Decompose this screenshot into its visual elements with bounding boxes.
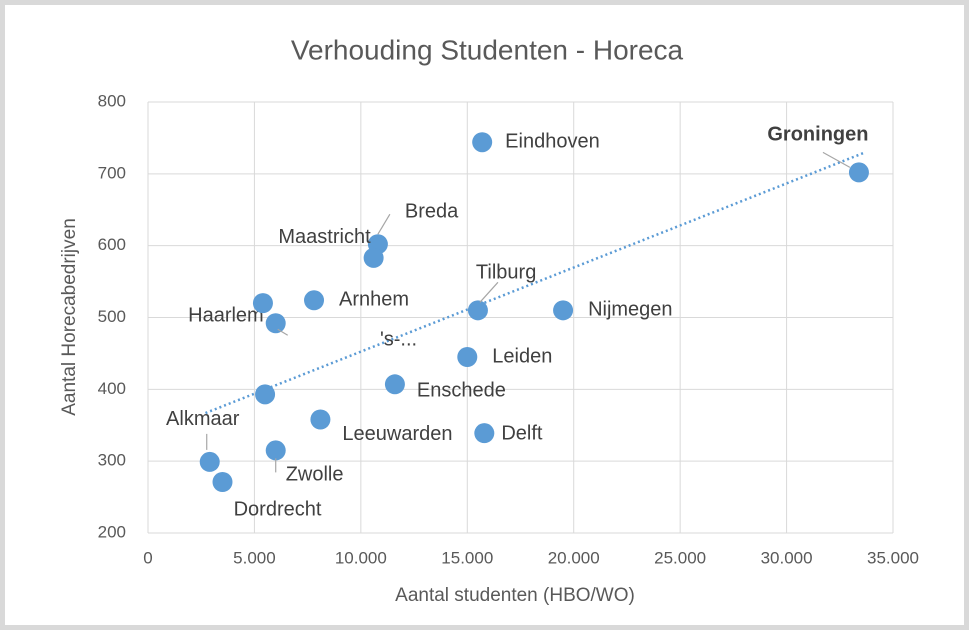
data-point [457,347,478,368]
x-tick-label: 25.000 [654,548,706,567]
point-label: Haarlem [188,305,264,327]
x-tick-label: 5.000 [233,548,276,567]
point-label: Groningen [767,124,868,146]
point-label: Arnhem [339,289,409,311]
data-point [363,247,384,268]
data-point [265,440,286,461]
point-label: Dordrecht [234,498,322,520]
leader-line [277,328,289,336]
leader-line [377,213,391,235]
x-tick-label: 30.000 [761,548,813,567]
y-tick-label: 800 [98,91,126,110]
point-label: Alkmaar [166,408,240,430]
x-tick-label: 10.000 [335,548,387,567]
y-tick-label: 500 [98,307,126,326]
data-point [553,300,574,321]
leader-line [479,281,499,303]
data-point [252,293,273,314]
y-tick-label: 200 [98,522,126,541]
point-label: Leiden [492,345,552,367]
point-label: Eindhoven [505,131,600,153]
x-tick-label: 20.000 [548,548,600,567]
data-point [199,451,220,472]
data-point [255,384,276,405]
y-tick-label: 300 [98,451,126,470]
leader-line [822,151,851,168]
point-label: Nijmegen [588,299,672,321]
data-point [304,290,325,311]
data-point [474,423,495,444]
data-point [310,409,331,430]
point-label: Delft [501,422,543,444]
x-axis-label: Aantal studenten (HBO/WO) [395,585,635,606]
point-label: Tilburg [476,262,536,284]
data-point [467,300,488,321]
y-axis-label: Aantal Horecabedrijven [59,218,80,416]
chart-title: Verhouding Studenten - Horeca [291,34,684,65]
x-tick-label: 35.000 [867,548,919,567]
trendline [205,151,866,415]
point-label: Leeuwarden [342,423,452,445]
point-label: Enschede [417,380,506,402]
point-label: Maastricht [278,226,371,248]
y-tick-label: 600 [98,235,126,254]
data-point [265,313,286,334]
y-tick-label: 400 [98,379,126,398]
y-tick-label: 700 [98,163,126,182]
data-point [384,374,405,395]
point-label: Breda [405,201,459,223]
point-label: Zwolle [286,464,344,486]
data-point [472,132,493,153]
x-tick-label: 15.000 [441,548,493,567]
data-point [848,162,869,183]
point-label: 's-... [380,328,417,350]
x-tick-label: 0 [143,548,152,567]
data-point [212,471,233,492]
